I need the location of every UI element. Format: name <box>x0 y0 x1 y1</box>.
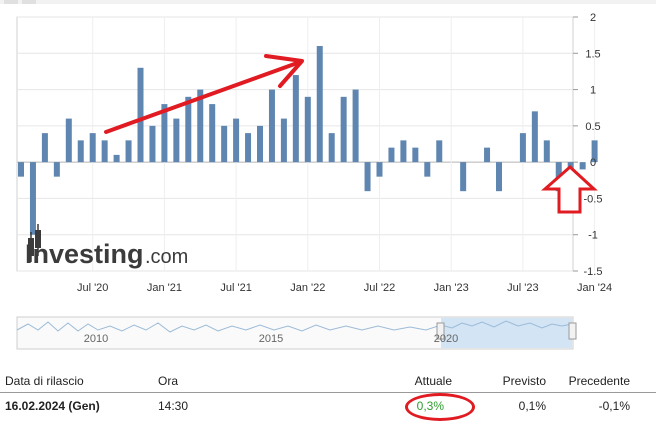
bar[interactable]: Feb '21: 0.6 <box>173 118 180 163</box>
y-tick-label: -0.5 <box>584 193 603 205</box>
bar[interactable]: Lug '21: 0.6 <box>233 118 240 163</box>
bar[interactable]: Ago '22: 0.2 <box>388 147 395 163</box>
bar[interactable]: Ago '23: 0.7 <box>531 111 538 163</box>
logo-text-light: .com <box>145 246 188 268</box>
bar[interactable]: Apr '21: 1 <box>197 89 204 163</box>
bar[interactable]: Set '23: 0.3 <box>543 140 550 163</box>
header-forecast: Previsto <box>502 374 546 388</box>
bar[interactable]: Ott '20: 0.3 <box>125 140 132 163</box>
y-tick-label: 1.5 <box>585 48 600 60</box>
x-tick-label: Jul '22 <box>364 282 395 294</box>
header-time: Ora <box>158 374 179 388</box>
bar[interactable]: Lug '22: -0.2 <box>376 162 383 177</box>
navigator-label: 2015 <box>259 333 283 345</box>
bar[interactable]: Nov '22: -0.2 <box>424 162 431 177</box>
y-tick-label: -1 <box>588 230 598 242</box>
bar[interactable]: Dic '22: 0.3 <box>436 140 443 163</box>
release-table: Data di rilascio Ora Attuale Previsto Pr… <box>0 370 656 417</box>
navigator-label: 2010 <box>84 333 108 345</box>
x-tick-label: Jul '20 <box>77 282 108 294</box>
cell-time: 14:30 <box>158 399 189 413</box>
x-tick-label: Jan '22 <box>290 282 325 294</box>
bar[interactable]: Set '21: 0.5 <box>257 125 263 163</box>
y-tick-label: 1 <box>590 85 596 97</box>
bar[interactable]: Gen '24: 0.3 <box>591 140 598 163</box>
bar[interactable]: Set '20: 0.1 <box>113 154 120 163</box>
x-tick-label: Jan '24 <box>577 282 612 294</box>
bar[interactable]: Dic '23: -0.1 <box>579 162 586 170</box>
y-tick-label: 0 <box>590 157 596 169</box>
trend-arrow-annotation <box>104 54 304 134</box>
bar[interactable]: Dic '20: 0.5 <box>149 125 156 163</box>
navigator-selection[interactable] <box>441 318 572 348</box>
y-axis: 2 1.5 1 0.5 0 -0.5 -1 -1.5 <box>573 12 602 278</box>
bar[interactable]: Giu '21: 0.5 <box>221 125 228 163</box>
bar[interactable]: Nov '20: 1.3 <box>137 67 144 163</box>
logo-text-bold: Investing <box>25 239 144 269</box>
x-tick-label: Jan '23 <box>434 282 469 294</box>
y-tick-label: 0.5 <box>585 121 600 133</box>
y-tick-label: -1.5 <box>584 266 603 278</box>
bar[interactable]: Gen '21: 0.8 <box>161 104 168 163</box>
bar[interactable]: Apr '20: -0.2 <box>53 162 60 177</box>
bar[interactable]: Giu '22: -0.4 <box>364 162 371 192</box>
navigator[interactable]: 2010 2015 2020 <box>16 316 577 350</box>
bar[interactable]: Ott '22: 0.2 <box>412 147 419 163</box>
bar[interactable]: Feb '22: 1.6 <box>316 46 323 163</box>
navigator-label: 2020 <box>434 333 458 345</box>
cell-previous: -0,1% <box>598 399 630 413</box>
chart: Gen '20: -0.2 Feb '20: -1 Mar '20: 0.4 Apr … <box>0 0 656 350</box>
bars: Gen '20: -0.2 Feb '20: -1 Mar '20: 0.4 Apr … <box>18 46 598 235</box>
x-axis: Jul '20 Jan '21 Jul '21 Jan '22 Jul '22 Jan '… <box>77 282 612 294</box>
navigator-handle-right[interactable] <box>568 322 577 340</box>
investing-logo: Investing .com <box>25 224 188 269</box>
bar[interactable]: Ott '21: 1 <box>268 89 275 163</box>
header-release-date: Data di rilascio <box>5 374 84 388</box>
table-row: 16.02.2024 (Gen) 14:30 0,3% 0,1% -0,1% <box>0 393 656 417</box>
bar[interactable]: Apr '22: 0.9 <box>340 96 347 163</box>
bar[interactable]: Mag '20: 0.6 <box>65 118 72 163</box>
actual-value-highlight <box>405 393 475 421</box>
navigator-handle-left[interactable] <box>436 322 445 340</box>
top-button-2[interactable] <box>22 0 36 4</box>
bar[interactable]: Dic '21: 1.2 <box>292 75 299 163</box>
bar[interactable]: Gen '22: 0.9 <box>304 96 311 163</box>
table-header-row: Data di rilascio Ora Attuale Previsto Pr… <box>0 370 656 393</box>
x-tick-label: Jul '21 <box>220 282 251 294</box>
cell-forecast: 0,1% <box>518 399 546 413</box>
bar[interactable]: Giu '20: 0.3 <box>77 140 84 163</box>
x-tick-label: Jan '21 <box>147 282 182 294</box>
y-tick-label: 2 <box>590 12 596 24</box>
logo-candles <box>28 224 41 262</box>
bar[interactable]: Apr '23: 0.2 <box>484 147 491 163</box>
header-actual: Attuale <box>414 374 452 388</box>
cell-release-date: 16.02.2024 (Gen) <box>5 399 100 413</box>
bar[interactable]: Lug '20: 0.4 <box>89 133 96 163</box>
bar[interactable]: Ago '20: 0.3 <box>101 140 108 163</box>
bar[interactable]: Ago '21: 0.4 <box>245 133 252 163</box>
x-tick-label: Jul '23 <box>507 282 538 294</box>
top-button-1[interactable] <box>4 0 18 4</box>
bar[interactable]: Gen '20: -0.2 <box>18 162 24 177</box>
bar[interactable]: Mag '23: -0.4 <box>496 162 502 192</box>
navigator-line <box>16 320 573 333</box>
bar[interactable]: Lug '23: 0.4 <box>519 133 526 163</box>
bar[interactable]: Mag '21: 0.8 <box>209 104 216 163</box>
bar[interactable]: Feb '23: -0.4 <box>460 162 467 192</box>
bar[interactable]: Mar '22: 0.4 <box>328 133 335 163</box>
bar[interactable]: Mar '21: 0.9 <box>185 96 192 163</box>
header-previous: Precedente <box>568 374 630 388</box>
bar[interactable]: Set '22: 0.3 <box>400 140 407 163</box>
up-arrow-annotation <box>541 164 598 214</box>
bar[interactable]: Mag '22: 1 <box>352 89 359 163</box>
bar[interactable]: Feb '20: -1 <box>29 162 36 235</box>
bar[interactable]: Mar '20: 0.4 <box>41 133 48 163</box>
bar[interactable]: Nov '21: 0.6 <box>280 118 287 163</box>
top-strip <box>0 0 656 4</box>
